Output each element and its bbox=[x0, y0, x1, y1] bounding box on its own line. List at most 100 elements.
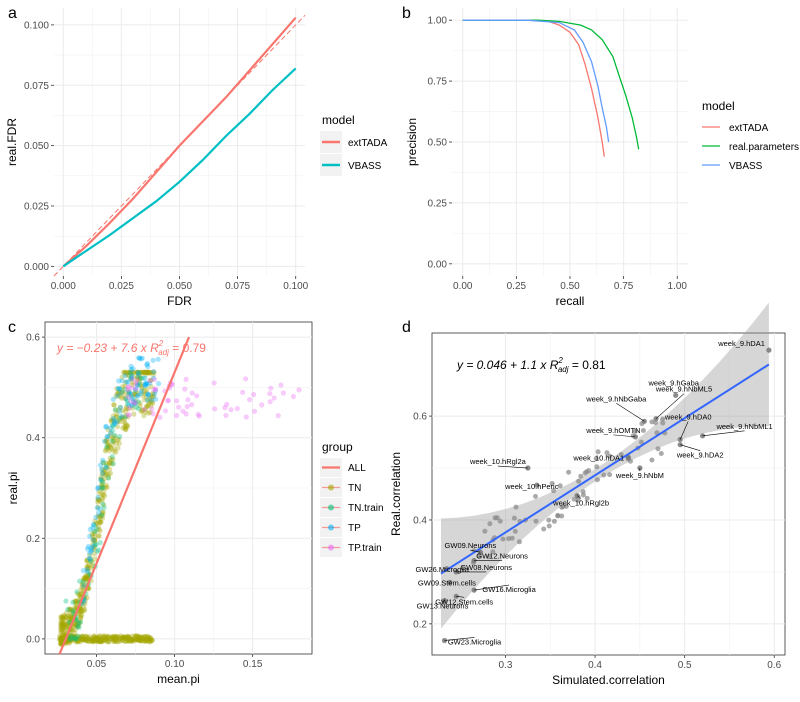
data-point bbox=[133, 633, 139, 639]
label-leader-line bbox=[474, 584, 510, 591]
data-point bbox=[73, 636, 79, 642]
data-point bbox=[144, 390, 150, 396]
data-point bbox=[95, 484, 101, 491]
data-point bbox=[78, 633, 84, 640]
y-axis-label: real.FDR bbox=[5, 118, 19, 166]
data-point bbox=[109, 461, 115, 467]
data-point bbox=[147, 378, 153, 384]
data-point bbox=[90, 639, 96, 645]
data-point bbox=[107, 425, 113, 431]
data-point bbox=[72, 636, 78, 642]
data-point bbox=[151, 375, 157, 381]
data-point bbox=[95, 635, 101, 641]
data-point bbox=[59, 620, 65, 626]
data-point bbox=[78, 587, 84, 593]
data-point bbox=[70, 627, 76, 633]
data-point bbox=[147, 409, 153, 415]
data-point bbox=[82, 574, 88, 580]
data-point bbox=[142, 375, 148, 381]
y-tick-label: 0.75 bbox=[428, 77, 448, 88]
legend-label-exttada: extTADA bbox=[348, 138, 388, 149]
data-point bbox=[85, 565, 91, 571]
data-point bbox=[120, 634, 126, 640]
x-tick-label: 0.6 bbox=[767, 660, 781, 671]
data-point bbox=[131, 638, 138, 644]
data-point bbox=[71, 635, 77, 641]
data-point bbox=[95, 499, 101, 505]
data-point bbox=[142, 407, 148, 413]
legend-label-tn-train: TN.train bbox=[348, 503, 384, 514]
y-tick-label: 0.25 bbox=[428, 198, 448, 209]
data-point bbox=[144, 397, 151, 403]
data-point bbox=[607, 453, 613, 459]
data-point bbox=[122, 387, 128, 393]
data-point bbox=[58, 641, 64, 647]
data-point bbox=[108, 444, 114, 450]
point-label: GW16.Microglia bbox=[482, 585, 536, 594]
data-point bbox=[62, 626, 68, 632]
data-point bbox=[120, 637, 126, 643]
data-point bbox=[103, 439, 109, 445]
data-point bbox=[541, 526, 547, 532]
data-point bbox=[144, 369, 150, 375]
data-point bbox=[103, 464, 109, 470]
label-leader-line bbox=[576, 495, 582, 499]
data-point bbox=[251, 391, 257, 398]
data-point bbox=[77, 609, 83, 615]
data-point bbox=[222, 405, 228, 411]
data-point bbox=[62, 621, 69, 628]
data-point bbox=[130, 633, 136, 639]
data-point bbox=[91, 522, 97, 528]
x-tick-label: 0.15 bbox=[243, 659, 263, 670]
data-point bbox=[211, 380, 217, 386]
data-point bbox=[113, 393, 119, 399]
data-point bbox=[139, 407, 145, 413]
data-point bbox=[100, 471, 106, 477]
data-point bbox=[120, 425, 126, 431]
data-point bbox=[133, 386, 139, 392]
data-point bbox=[110, 636, 116, 642]
legend-label-real-parameters: real.parameters bbox=[729, 142, 799, 153]
data-point bbox=[99, 515, 105, 522]
data-point bbox=[100, 484, 106, 490]
data-point bbox=[91, 530, 97, 537]
data-point bbox=[95, 638, 101, 644]
data-point bbox=[92, 542, 98, 548]
panel-c-scatter-chart: 0.05 0.10 0.15 0.0 0.2 0.4 0.6 mean.pi real.pi y … bbox=[6, 321, 384, 686]
data-point bbox=[107, 460, 113, 466]
data-point bbox=[87, 556, 93, 562]
data-point bbox=[96, 514, 102, 520]
data-point bbox=[132, 401, 139, 407]
data-point bbox=[104, 634, 110, 641]
data-point bbox=[138, 375, 144, 381]
data-point bbox=[99, 638, 105, 644]
data-point bbox=[79, 636, 85, 642]
data-point bbox=[119, 374, 125, 380]
data-point bbox=[103, 470, 109, 476]
data-point bbox=[100, 470, 106, 476]
data-point bbox=[141, 634, 147, 640]
data-point bbox=[121, 416, 128, 422]
data-point bbox=[128, 394, 134, 400]
data-point bbox=[117, 635, 123, 642]
data-point bbox=[125, 635, 131, 642]
data-point bbox=[127, 370, 134, 377]
data-point bbox=[70, 609, 76, 615]
y-axis-label: precision bbox=[405, 118, 419, 166]
data-point bbox=[68, 633, 74, 639]
data-point bbox=[93, 520, 100, 526]
data-point bbox=[144, 637, 150, 644]
data-point bbox=[75, 633, 81, 639]
data-point bbox=[105, 633, 111, 640]
data-point bbox=[78, 615, 84, 621]
label-leader-line bbox=[444, 637, 475, 641]
data-point bbox=[94, 548, 100, 554]
data-point bbox=[60, 621, 66, 627]
data-point bbox=[146, 399, 152, 406]
data-point bbox=[145, 364, 151, 370]
data-point bbox=[97, 639, 104, 645]
data-point bbox=[59, 634, 66, 641]
data-point bbox=[75, 637, 82, 643]
data-point bbox=[660, 420, 666, 426]
data-point bbox=[79, 612, 85, 618]
